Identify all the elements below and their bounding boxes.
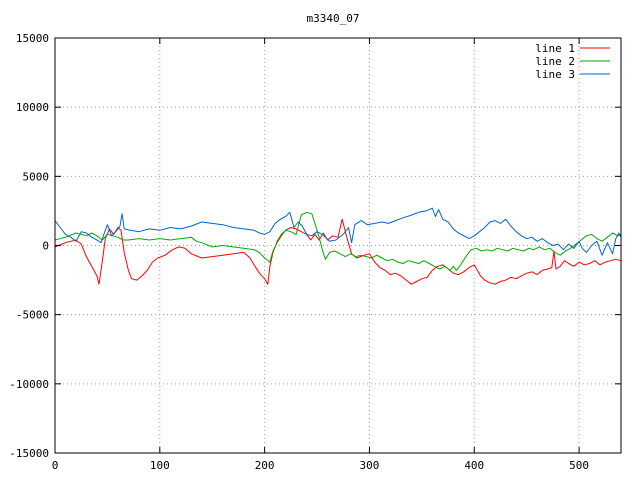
series-line-2 xyxy=(54,211,622,271)
axis-ticks: -15000 -10000 -5000 0 5000 10000 15000 0 100 200 3… xyxy=(9,32,621,472)
series-line-1 xyxy=(54,218,622,285)
x-tick-label: 300 xyxy=(360,459,380,472)
x-tick-label: 0 xyxy=(52,459,59,472)
chart-title: m3340_07 xyxy=(307,12,360,25)
y-tick-label: -15000 xyxy=(9,447,49,460)
y-tick-label: 0 xyxy=(42,240,49,253)
x-tick-label: 500 xyxy=(569,459,589,472)
y-tick-label: -5000 xyxy=(16,309,49,322)
x-tick-label: 400 xyxy=(464,459,484,472)
legend-label: line 1 xyxy=(535,42,575,55)
grid xyxy=(55,38,621,453)
series-line-3 xyxy=(54,207,622,256)
x-tick-label: 100 xyxy=(150,459,170,472)
legend-label: line 2 xyxy=(535,55,575,68)
legend-label: line 3 xyxy=(535,68,575,81)
y-tick-label: -10000 xyxy=(9,378,49,391)
x-tick-label: 200 xyxy=(255,459,275,472)
series-layer xyxy=(54,207,622,285)
y-tick-label: 15000 xyxy=(16,32,49,45)
y-tick-label: 10000 xyxy=(16,101,49,114)
y-tick-label: 5000 xyxy=(23,170,50,183)
